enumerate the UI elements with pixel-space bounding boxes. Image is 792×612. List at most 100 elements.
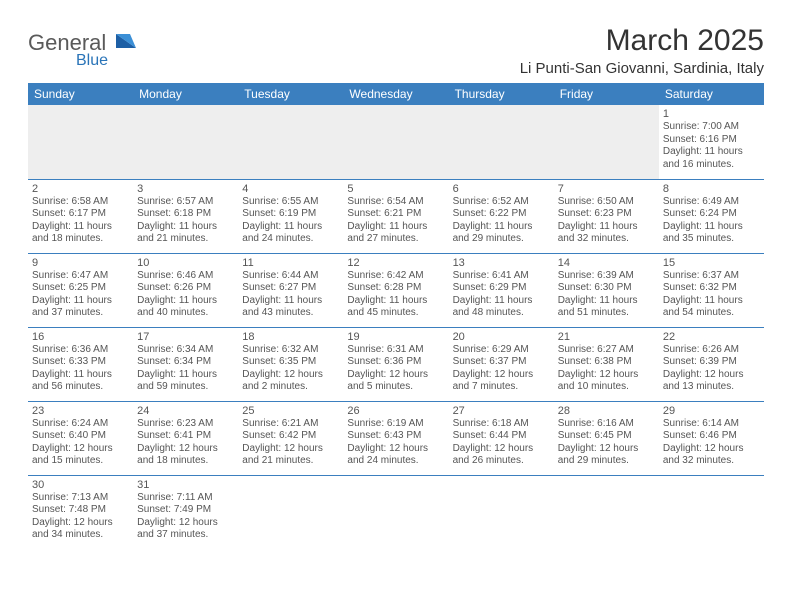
calendar-cell: 27Sunrise: 6:18 AMSunset: 6:44 PMDayligh…	[449, 401, 554, 475]
daylight-text: Daylight: 11 hours and 48 minutes.	[453, 295, 550, 320]
calendar-cell: 17Sunrise: 6:34 AMSunset: 6:34 PMDayligh…	[133, 327, 238, 401]
calendar-cell: 25Sunrise: 6:21 AMSunset: 6:42 PMDayligh…	[238, 401, 343, 475]
calendar-cell-empty	[343, 475, 448, 549]
daylight-text: Daylight: 12 hours and 32 minutes.	[663, 443, 760, 468]
calendar-cell: 11Sunrise: 6:44 AMSunset: 6:27 PMDayligh…	[238, 253, 343, 327]
calendar-row: 30Sunrise: 7:13 AMSunset: 7:48 PMDayligh…	[28, 475, 764, 549]
day-number: 13	[453, 257, 550, 269]
sunset-text: Sunset: 6:33 PM	[32, 356, 129, 369]
calendar-cell: 6Sunrise: 6:52 AMSunset: 6:22 PMDaylight…	[449, 179, 554, 253]
calendar-cell: 10Sunrise: 6:46 AMSunset: 6:26 PMDayligh…	[133, 253, 238, 327]
sunrise-text: Sunrise: 7:11 AM	[137, 492, 234, 505]
calendar-row: 1Sunrise: 7:00 AMSunset: 6:16 PMDaylight…	[28, 105, 764, 179]
sunset-text: Sunset: 6:21 PM	[347, 208, 444, 221]
sunrise-text: Sunrise: 6:27 AM	[558, 344, 655, 357]
calendar-page: General Blue March 2025 Li Punti-San Gio…	[0, 0, 792, 549]
sunrise-text: Sunrise: 6:18 AM	[453, 418, 550, 431]
sunrise-text: Sunrise: 6:41 AM	[453, 270, 550, 283]
calendar-cell: 3Sunrise: 6:57 AMSunset: 6:18 PMDaylight…	[133, 179, 238, 253]
daylight-text: Daylight: 12 hours and 15 minutes.	[32, 443, 129, 468]
sunset-text: Sunset: 6:25 PM	[32, 282, 129, 295]
sunset-text: Sunset: 6:19 PM	[242, 208, 339, 221]
sunrise-text: Sunrise: 6:29 AM	[453, 344, 550, 357]
calendar-cell: 1Sunrise: 7:00 AMSunset: 6:16 PMDaylight…	[659, 105, 764, 179]
day-number: 28	[558, 405, 655, 417]
day-number: 11	[242, 257, 339, 269]
daylight-text: Daylight: 11 hours and 37 minutes.	[32, 295, 129, 320]
sunset-text: Sunset: 6:40 PM	[32, 430, 129, 443]
day-number: 21	[558, 331, 655, 343]
sunset-text: Sunset: 6:18 PM	[137, 208, 234, 221]
calendar-row: 9Sunrise: 6:47 AMSunset: 6:25 PMDaylight…	[28, 253, 764, 327]
day-number: 2	[32, 183, 129, 195]
sunset-text: Sunset: 6:22 PM	[453, 208, 550, 221]
sunset-text: Sunset: 6:26 PM	[137, 282, 234, 295]
sunset-text: Sunset: 6:43 PM	[347, 430, 444, 443]
daylight-text: Daylight: 12 hours and 21 minutes.	[242, 443, 339, 468]
sunset-text: Sunset: 6:42 PM	[242, 430, 339, 443]
flag-icon	[116, 30, 138, 55]
sunset-text: Sunset: 6:29 PM	[453, 282, 550, 295]
sunset-text: Sunset: 6:16 PM	[663, 134, 760, 147]
sunset-text: Sunset: 6:45 PM	[558, 430, 655, 443]
sunrise-text: Sunrise: 6:16 AM	[558, 418, 655, 431]
calendar-cell-empty	[28, 105, 133, 179]
daylight-text: Daylight: 11 hours and 40 minutes.	[137, 295, 234, 320]
sunset-text: Sunset: 6:32 PM	[663, 282, 760, 295]
daylight-text: Daylight: 11 hours and 51 minutes.	[558, 295, 655, 320]
daylight-text: Daylight: 11 hours and 29 minutes.	[453, 221, 550, 246]
sunrise-text: Sunrise: 6:14 AM	[663, 418, 760, 431]
logo-text: General Blue	[28, 30, 138, 70]
sunrise-text: Sunrise: 6:37 AM	[663, 270, 760, 283]
sunrise-text: Sunrise: 6:50 AM	[558, 196, 655, 209]
day-number: 31	[137, 479, 234, 491]
calendar-cell: 5Sunrise: 6:54 AMSunset: 6:21 PMDaylight…	[343, 179, 448, 253]
calendar-cell: 13Sunrise: 6:41 AMSunset: 6:29 PMDayligh…	[449, 253, 554, 327]
calendar-cell: 20Sunrise: 6:29 AMSunset: 6:37 PMDayligh…	[449, 327, 554, 401]
day-number: 1	[663, 108, 760, 120]
sunset-text: Sunset: 6:24 PM	[663, 208, 760, 221]
sunset-text: Sunset: 7:48 PM	[32, 504, 129, 517]
daylight-text: Daylight: 11 hours and 16 minutes.	[663, 146, 760, 171]
sunset-text: Sunset: 6:46 PM	[663, 430, 760, 443]
daylight-text: Daylight: 12 hours and 29 minutes.	[558, 443, 655, 468]
sunset-text: Sunset: 6:28 PM	[347, 282, 444, 295]
daylight-text: Daylight: 11 hours and 54 minutes.	[663, 295, 760, 320]
day-number: 12	[347, 257, 444, 269]
sunrise-text: Sunrise: 7:00 AM	[663, 121, 760, 134]
sunset-text: Sunset: 7:49 PM	[137, 504, 234, 517]
page-header: General Blue March 2025 Li Punti-San Gio…	[28, 24, 764, 77]
calendar-cell-empty	[449, 105, 554, 179]
day-number: 22	[663, 331, 760, 343]
day-number: 27	[453, 405, 550, 417]
day-number: 18	[242, 331, 339, 343]
day-number: 29	[663, 405, 760, 417]
calendar-row: 23Sunrise: 6:24 AMSunset: 6:40 PMDayligh…	[28, 401, 764, 475]
day-number: 19	[347, 331, 444, 343]
sunrise-text: Sunrise: 6:44 AM	[242, 270, 339, 283]
daylight-text: Daylight: 12 hours and 34 minutes.	[32, 517, 129, 542]
day-number: 9	[32, 257, 129, 269]
daylight-text: Daylight: 12 hours and 2 minutes.	[242, 369, 339, 394]
sunset-text: Sunset: 6:44 PM	[453, 430, 550, 443]
sunrise-text: Sunrise: 6:21 AM	[242, 418, 339, 431]
calendar-cell-empty	[238, 475, 343, 549]
sunrise-text: Sunrise: 6:55 AM	[242, 196, 339, 209]
calendar-table: SundayMondayTuesdayWednesdayThursdayFrid…	[28, 83, 764, 549]
daylight-text: Daylight: 11 hours and 24 minutes.	[242, 221, 339, 246]
day-number: 3	[137, 183, 234, 195]
daylight-text: Daylight: 11 hours and 59 minutes.	[137, 369, 234, 394]
calendar-cell: 15Sunrise: 6:37 AMSunset: 6:32 PMDayligh…	[659, 253, 764, 327]
sunrise-text: Sunrise: 6:57 AM	[137, 196, 234, 209]
daylight-text: Daylight: 12 hours and 24 minutes.	[347, 443, 444, 468]
calendar-cell-empty	[238, 105, 343, 179]
day-number: 7	[558, 183, 655, 195]
calendar-cell: 9Sunrise: 6:47 AMSunset: 6:25 PMDaylight…	[28, 253, 133, 327]
daylight-text: Daylight: 11 hours and 21 minutes.	[137, 221, 234, 246]
calendar-cell: 7Sunrise: 6:50 AMSunset: 6:23 PMDaylight…	[554, 179, 659, 253]
sunset-text: Sunset: 6:17 PM	[32, 208, 129, 221]
calendar-row: 16Sunrise: 6:36 AMSunset: 6:33 PMDayligh…	[28, 327, 764, 401]
calendar-cell: 2Sunrise: 6:58 AMSunset: 6:17 PMDaylight…	[28, 179, 133, 253]
calendar-cell-empty	[554, 105, 659, 179]
day-number: 15	[663, 257, 760, 269]
